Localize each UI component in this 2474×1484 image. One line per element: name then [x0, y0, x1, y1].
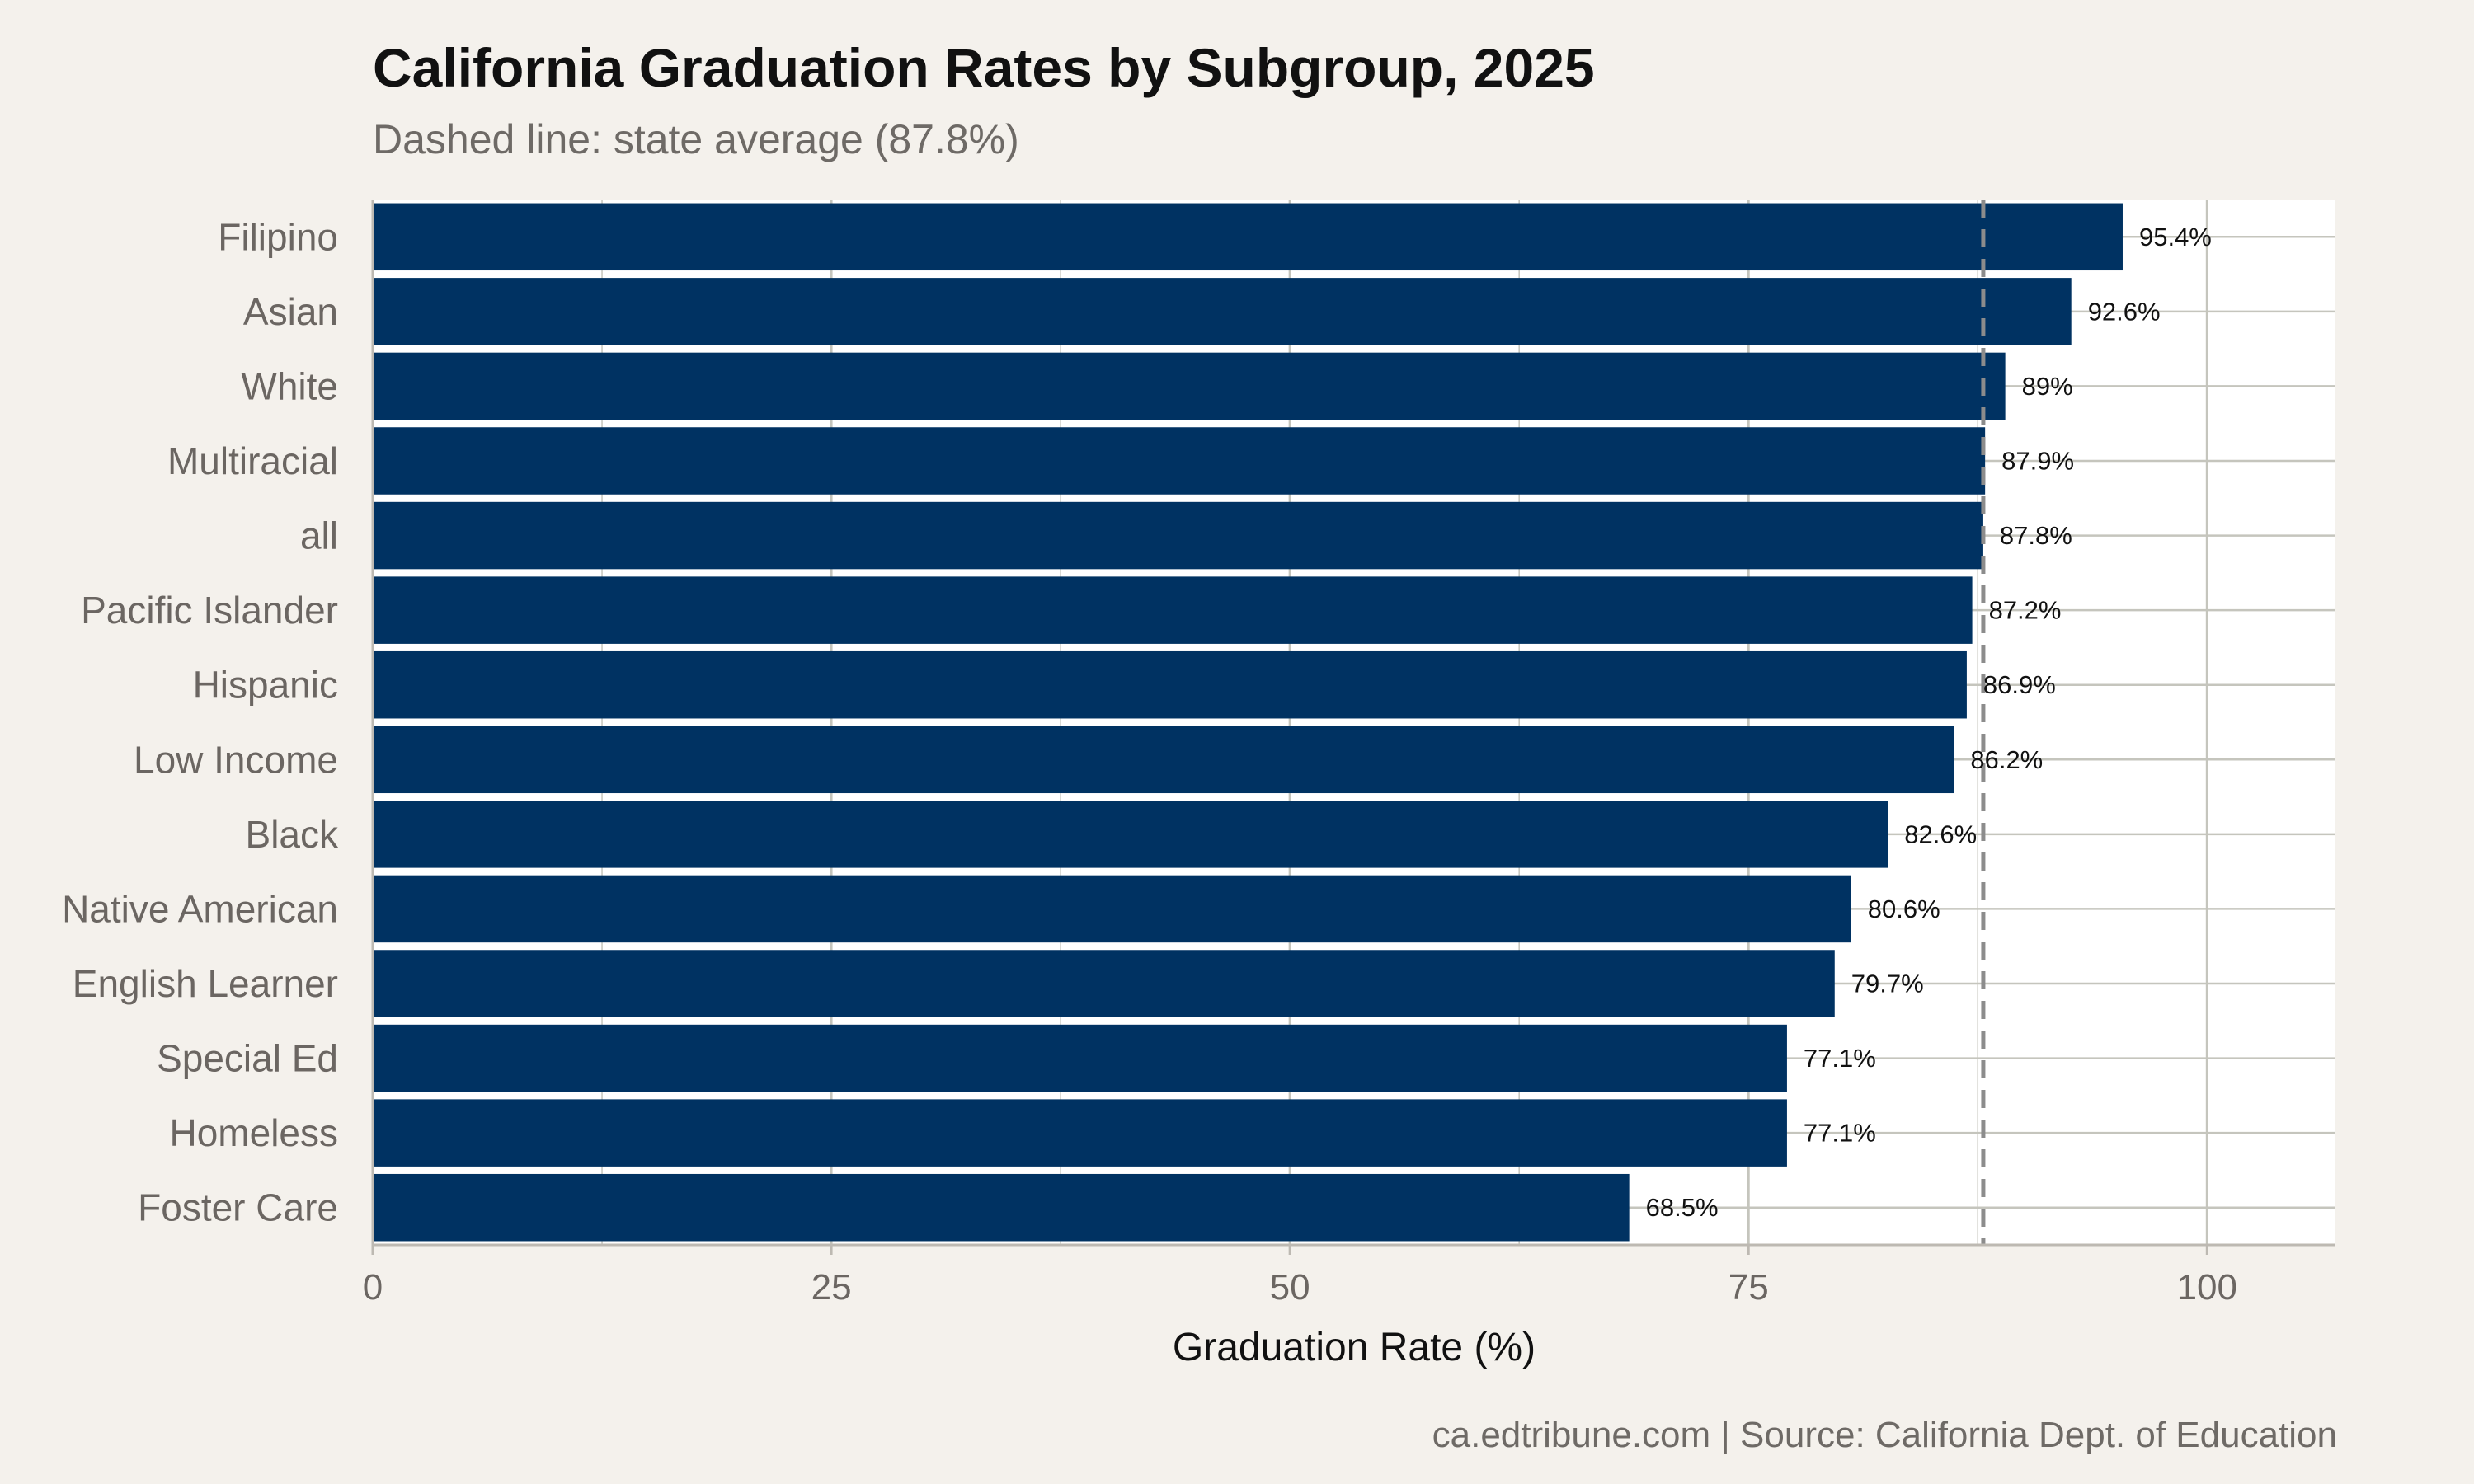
category-label: Asian: [243, 290, 338, 333]
bar: [373, 576, 1973, 644]
category-label: Pacific Islander: [81, 589, 338, 632]
bar: [373, 950, 1835, 1017]
x-tick-label: 25: [811, 1267, 852, 1308]
x-axis-ticks: 0 25 50 75 100: [363, 1245, 2237, 1308]
category-label: Multiracial: [167, 439, 338, 482]
x-tick-label: 50: [1270, 1267, 1310, 1308]
x-tick-label: 100: [2177, 1267, 2237, 1308]
value-label: 86.9%: [1983, 670, 2056, 699]
chart-title: California Graduation Rates by Subgroup,…: [373, 37, 1595, 98]
bar: [373, 427, 1986, 495]
chart-subtitle: Dashed line: state average (87.8%): [373, 116, 1019, 162]
category-label: all: [300, 514, 338, 557]
category-label: Foster Care: [138, 1186, 338, 1229]
x-tick-label: 75: [1729, 1267, 1769, 1308]
value-label: 82.6%: [1904, 819, 1977, 848]
bar: [373, 1024, 1787, 1092]
value-label: 86.2%: [1970, 745, 2043, 774]
value-label: 87.2%: [1989, 596, 2062, 625]
category-label: Low Income: [134, 738, 338, 781]
value-label: 92.6%: [2088, 297, 2161, 326]
value-labels: 95.4% 92.6% 89% 87.9% 87.8% 87.2% 86.9% 86.2% 82…: [1646, 223, 2212, 1222]
bar: [373, 278, 2072, 345]
category-label: English Learner: [73, 962, 338, 1005]
value-label: 87.8%: [2000, 521, 2072, 550]
value-label: 89%: [2022, 372, 2073, 401]
value-label: 77.1%: [1804, 1119, 1876, 1148]
category-label: Native American: [62, 887, 338, 930]
bar: [373, 352, 2006, 420]
category-label: Homeless: [169, 1111, 338, 1154]
bar: [373, 1173, 1630, 1242]
value-label: 68.5%: [1646, 1193, 1719, 1222]
category-label: Black: [246, 813, 339, 856]
category-label: Filipino: [218, 215, 338, 258]
x-tick-label: 0: [363, 1267, 383, 1308]
category-label: Special Ed: [157, 1037, 338, 1080]
chart-caption: ca.edtribune.com | Source: California De…: [1432, 1415, 2337, 1455]
category-label: Hispanic: [193, 664, 338, 707]
x-axis-title: Graduation Rate (%): [1173, 1326, 1536, 1369]
bar: [373, 875, 1851, 943]
bar: [373, 203, 2123, 271]
bar: [373, 650, 1967, 719]
bar: [373, 501, 1983, 570]
bar: [373, 726, 1954, 794]
value-label: 87.9%: [2001, 447, 2074, 476]
category-label: White: [241, 364, 338, 407]
value-label: 77.1%: [1804, 1044, 1876, 1073]
bar: [373, 1099, 1787, 1167]
value-label: 80.6%: [1868, 895, 1940, 923]
value-label: 79.7%: [1851, 970, 1924, 998]
value-label: 95.4%: [2139, 223, 2212, 251]
bar: [373, 801, 1888, 868]
bars: [373, 203, 2123, 1242]
category-labels: Filipino Asian White Multiracial all Pacific …: [62, 215, 339, 1228]
